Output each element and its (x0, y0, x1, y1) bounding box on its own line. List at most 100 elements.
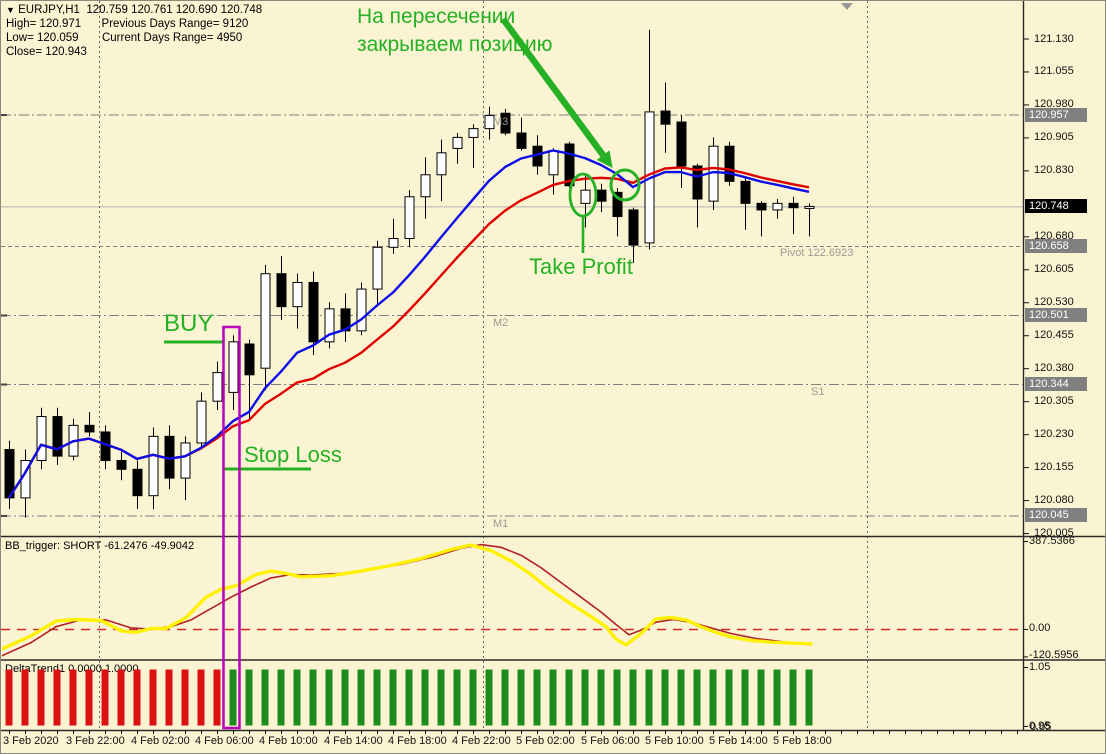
candle-body (724, 145, 735, 182)
delta-bar (661, 669, 669, 726)
delta-bar (133, 669, 141, 726)
time-tick-label: 3 Feb 22:00 (66, 735, 125, 747)
time-tick-label: 5 Feb 10:00 (645, 735, 704, 747)
delta-bar (37, 669, 45, 726)
delta-bar (117, 669, 125, 726)
candle-body (596, 189, 607, 202)
delta-bar (453, 669, 461, 726)
pivot-level-label: Pivot 122.6923 (780, 247, 854, 259)
delta-bar (597, 669, 605, 726)
high-label: High= 120.971 (6, 18, 82, 30)
ma-fast-line (7, 149, 810, 499)
candle-body (740, 180, 751, 204)
candle-body (452, 136, 463, 149)
annotation-cross-note-line2[interactable]: закрываем позицию (357, 33, 553, 56)
price-tick-label: 120.830 (1034, 164, 1074, 177)
price-tick-label: 121.055 (1034, 65, 1074, 78)
candle-body (628, 209, 639, 246)
delta-bar (85, 669, 93, 726)
time-tick-label: 4 Feb 02:00 (131, 735, 190, 747)
annotation-take-profit[interactable]: Take Profit (529, 254, 633, 279)
delta-bar (501, 669, 509, 726)
take-profit-ellipse[interactable] (568, 172, 598, 218)
annotation-cross-note-line1[interactable]: На пересечении (357, 5, 516, 28)
ma-cross-circle[interactable] (609, 168, 641, 202)
delta-bar (373, 669, 381, 726)
s1-level-label: S1 (811, 386, 825, 398)
delta-bar (437, 669, 445, 726)
candle-body (420, 174, 431, 198)
candle-body (548, 150, 559, 176)
candle-body (484, 114, 495, 130)
delta-bar (565, 669, 573, 726)
delta-bar (581, 669, 589, 726)
delta-bar (517, 669, 525, 726)
delta-bar (789, 669, 797, 726)
delta-bar (181, 669, 189, 726)
delta-bar (773, 669, 781, 726)
candle-body (388, 238, 399, 248)
symbol-title: EURJPY,H1 (18, 4, 80, 16)
low-label: Low= 120.059 (6, 32, 79, 44)
delta-bar (629, 669, 637, 726)
price-badge-gray: 120.045 (1025, 508, 1087, 523)
bb-trigger-label: BB_trigger: SHORT -61.2476 -49.9042 (5, 540, 195, 552)
price-tick-label: 120.380 (1034, 362, 1074, 375)
candle-body (660, 110, 671, 125)
price-badge-gray: 120.957 (1025, 107, 1087, 122)
delta-bar (677, 669, 685, 726)
candle-body (180, 442, 191, 479)
delta-bar (725, 669, 733, 726)
candle-body (612, 191, 623, 218)
delta-bar (741, 669, 749, 726)
chart-shift-marker-icon[interactable] (841, 3, 853, 10)
delta-bar (485, 669, 493, 726)
bb-axis-top: 387.5366 (1029, 535, 1075, 547)
delta-bar (101, 669, 109, 726)
delta-bar (69, 669, 77, 726)
delta-bar (309, 669, 317, 726)
price-tick-label: 120.230 (1034, 428, 1074, 441)
candle-body (516, 132, 527, 149)
time-tick-label: 5 Feb 02:00 (516, 735, 575, 747)
delta-bar (421, 669, 429, 726)
candle-body (84, 424, 95, 433)
bb-axis-zero: 0.00 (1029, 622, 1051, 634)
candle-body (500, 112, 511, 134)
annotation-buy[interactable]: BUY (164, 310, 214, 337)
arrow-shaft[interactable] (500, 17, 606, 158)
candles-layer (4, 29, 815, 518)
price-tick-label: 120.155 (1034, 461, 1074, 474)
candle-body (308, 281, 319, 343)
time-tick-label: 4 Feb 06:00 (195, 735, 254, 747)
price-tick-label: 121.130 (1034, 32, 1074, 45)
price-tick-label: 120.455 (1034, 329, 1074, 342)
price-badge-gray: 120.344 (1025, 377, 1087, 392)
m2-level-label: M2 (493, 317, 509, 329)
delta-bar (805, 669, 813, 726)
delta-bar (149, 669, 157, 726)
delta-axis-bottom-a: 0.95 (1029, 720, 1051, 732)
price-badge-gray: 120.501 (1025, 308, 1087, 322)
symbol-dropdown-icon[interactable]: ▼ (6, 5, 15, 15)
delta-bar (757, 669, 765, 726)
delta-bar (277, 669, 285, 726)
bb-axis-bottom: -120.5956 (1029, 649, 1079, 661)
delta-bar (325, 669, 333, 726)
price-badge-black: 120.748 (1025, 199, 1087, 214)
delta-bar (293, 669, 301, 726)
candle-body (772, 202, 783, 211)
candle-body (356, 288, 367, 332)
annotation-stop-loss[interactable]: Stop Loss (244, 442, 342, 467)
bb-layer (2, 543, 813, 657)
time-tick-label: 4 Feb 14:00 (324, 735, 383, 747)
candle-body (292, 281, 303, 308)
candle-body (564, 143, 575, 187)
delta-bar (693, 669, 701, 726)
candle-body (756, 202, 767, 211)
delta-bar (165, 669, 173, 726)
buy-highlight-box[interactable] (222, 325, 241, 730)
price-badge-gray: 120.658 (1025, 238, 1087, 253)
